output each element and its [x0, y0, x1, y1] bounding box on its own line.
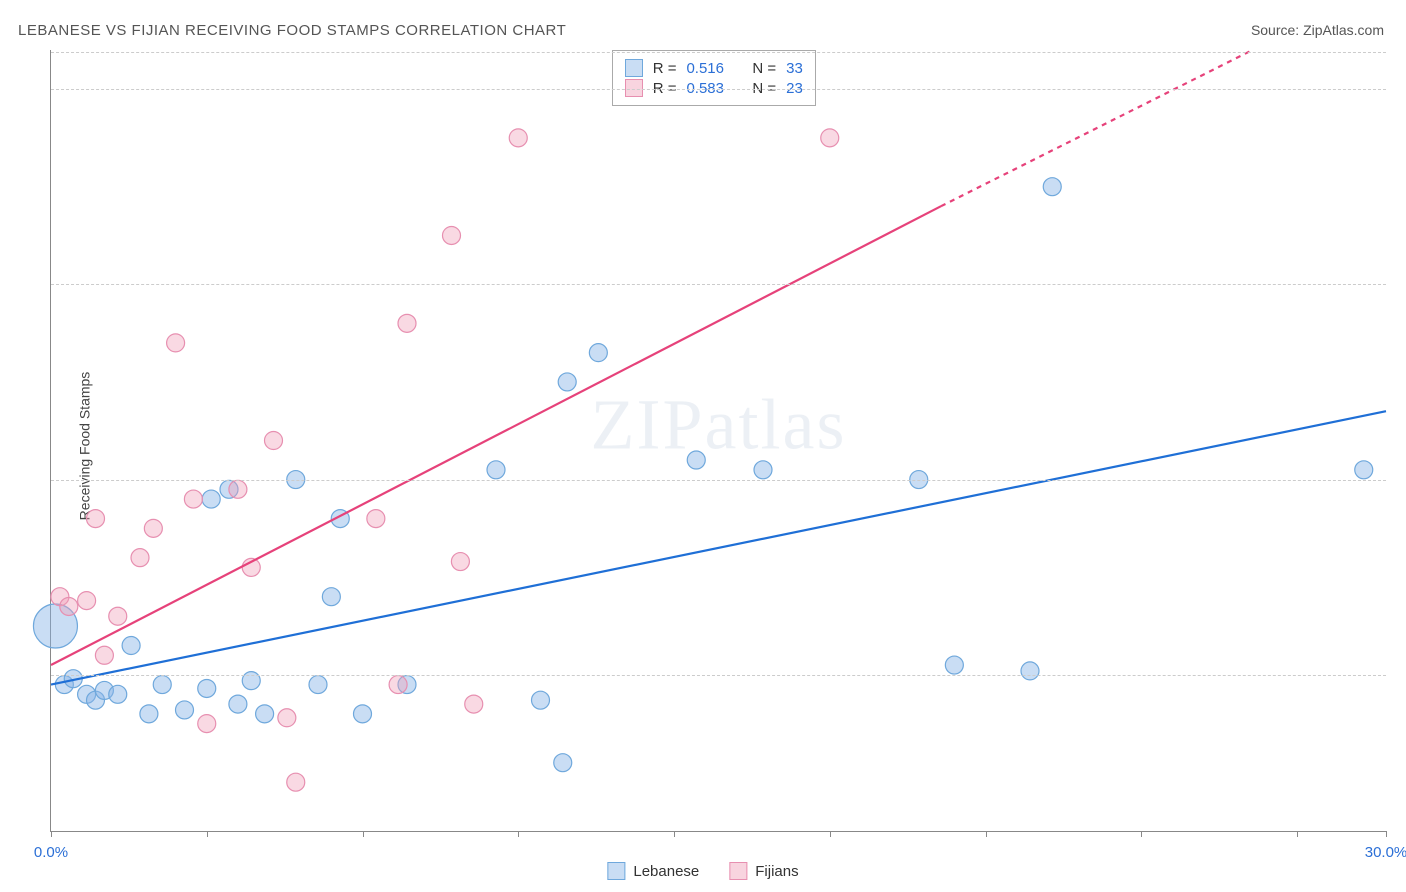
x-tick [207, 831, 208, 837]
x-tick [1141, 831, 1142, 837]
data-point [144, 519, 162, 537]
data-point [60, 597, 78, 615]
data-point [1043, 178, 1061, 196]
x-tick [830, 831, 831, 837]
bottom-legend: Lebanese Fijians [607, 862, 798, 880]
stats-n-label: N = [752, 80, 776, 97]
x-tick-label: 30.0% [1365, 844, 1406, 861]
data-point [443, 226, 461, 244]
y-tick-label: 30.0% [1396, 276, 1406, 293]
data-point [229, 480, 247, 498]
data-point [198, 679, 216, 697]
legend-item: Fijians [729, 862, 798, 880]
legend-label: Fijians [755, 863, 798, 880]
data-point [202, 490, 220, 508]
data-point [287, 773, 305, 791]
data-point [198, 715, 216, 733]
data-point [229, 695, 247, 713]
gridline [51, 480, 1386, 481]
x-tick [1386, 831, 1387, 837]
data-point [487, 461, 505, 479]
data-point [95, 646, 113, 664]
data-point [167, 334, 185, 352]
data-point [109, 685, 127, 703]
data-point [309, 676, 327, 694]
gridline [51, 284, 1386, 285]
chart-title: LEBANESE VS FIJIAN RECEIVING FOOD STAMPS… [18, 22, 566, 39]
data-point [1021, 662, 1039, 680]
data-point [821, 129, 839, 147]
x-tick [518, 831, 519, 837]
y-tick-label: 40.0% [1396, 81, 1406, 98]
data-point [322, 588, 340, 606]
data-point [354, 705, 372, 723]
stats-box: R = 0.516 N = 33R = 0.583 N = 23 [612, 50, 816, 106]
plot-area: ZIPatlas R = 0.516 N = 33R = 0.583 N = 2… [50, 50, 1386, 832]
legend-item: Lebanese [607, 862, 699, 880]
x-tick [674, 831, 675, 837]
y-tick-label: 20.0% [1396, 471, 1406, 488]
legend-swatch [625, 59, 643, 77]
data-point [278, 709, 296, 727]
data-point [509, 129, 527, 147]
x-tick-label: 0.0% [34, 844, 68, 861]
data-point [389, 676, 407, 694]
data-point [558, 373, 576, 391]
x-tick [51, 831, 52, 837]
stats-r-value: 0.583 [686, 80, 724, 97]
data-point [256, 705, 274, 723]
stats-row: R = 0.583 N = 23 [625, 79, 803, 97]
stats-n-value: 23 [786, 80, 803, 97]
data-point [78, 592, 96, 610]
legend-label: Lebanese [633, 863, 699, 880]
gridline [51, 89, 1386, 90]
data-point [131, 549, 149, 567]
data-point [140, 705, 158, 723]
data-point [589, 344, 607, 362]
data-point [398, 314, 416, 332]
legend-swatch [607, 862, 625, 880]
trend-line-dashed [941, 50, 1253, 206]
data-point [122, 637, 140, 655]
stats-r-label: R = [653, 60, 677, 77]
trend-line [51, 206, 941, 665]
data-point [367, 510, 385, 528]
y-tick-label: 10.0% [1396, 666, 1406, 683]
data-point [687, 451, 705, 469]
data-point [532, 691, 550, 709]
data-point [554, 754, 572, 772]
data-point [153, 676, 171, 694]
chart-svg [51, 50, 1386, 831]
legend-swatch [625, 79, 643, 97]
x-tick [363, 831, 364, 837]
data-point [176, 701, 194, 719]
data-point [109, 607, 127, 625]
trend-line [51, 411, 1386, 684]
stats-n-value: 33 [786, 60, 803, 77]
legend-swatch [729, 862, 747, 880]
source-label: Source: ZipAtlas.com [1251, 22, 1384, 38]
gridline [51, 52, 1386, 53]
data-point [265, 432, 283, 450]
data-point [87, 510, 105, 528]
stats-row: R = 0.516 N = 33 [625, 59, 803, 77]
data-point [1355, 461, 1373, 479]
data-point [945, 656, 963, 674]
x-tick [1297, 831, 1298, 837]
data-point [754, 461, 772, 479]
stats-r-label: R = [653, 80, 677, 97]
x-tick [986, 831, 987, 837]
data-point [184, 490, 202, 508]
gridline [51, 675, 1386, 676]
stats-r-value: 0.516 [686, 60, 724, 77]
data-point [465, 695, 483, 713]
stats-n-label: N = [752, 60, 776, 77]
data-point [451, 553, 469, 571]
